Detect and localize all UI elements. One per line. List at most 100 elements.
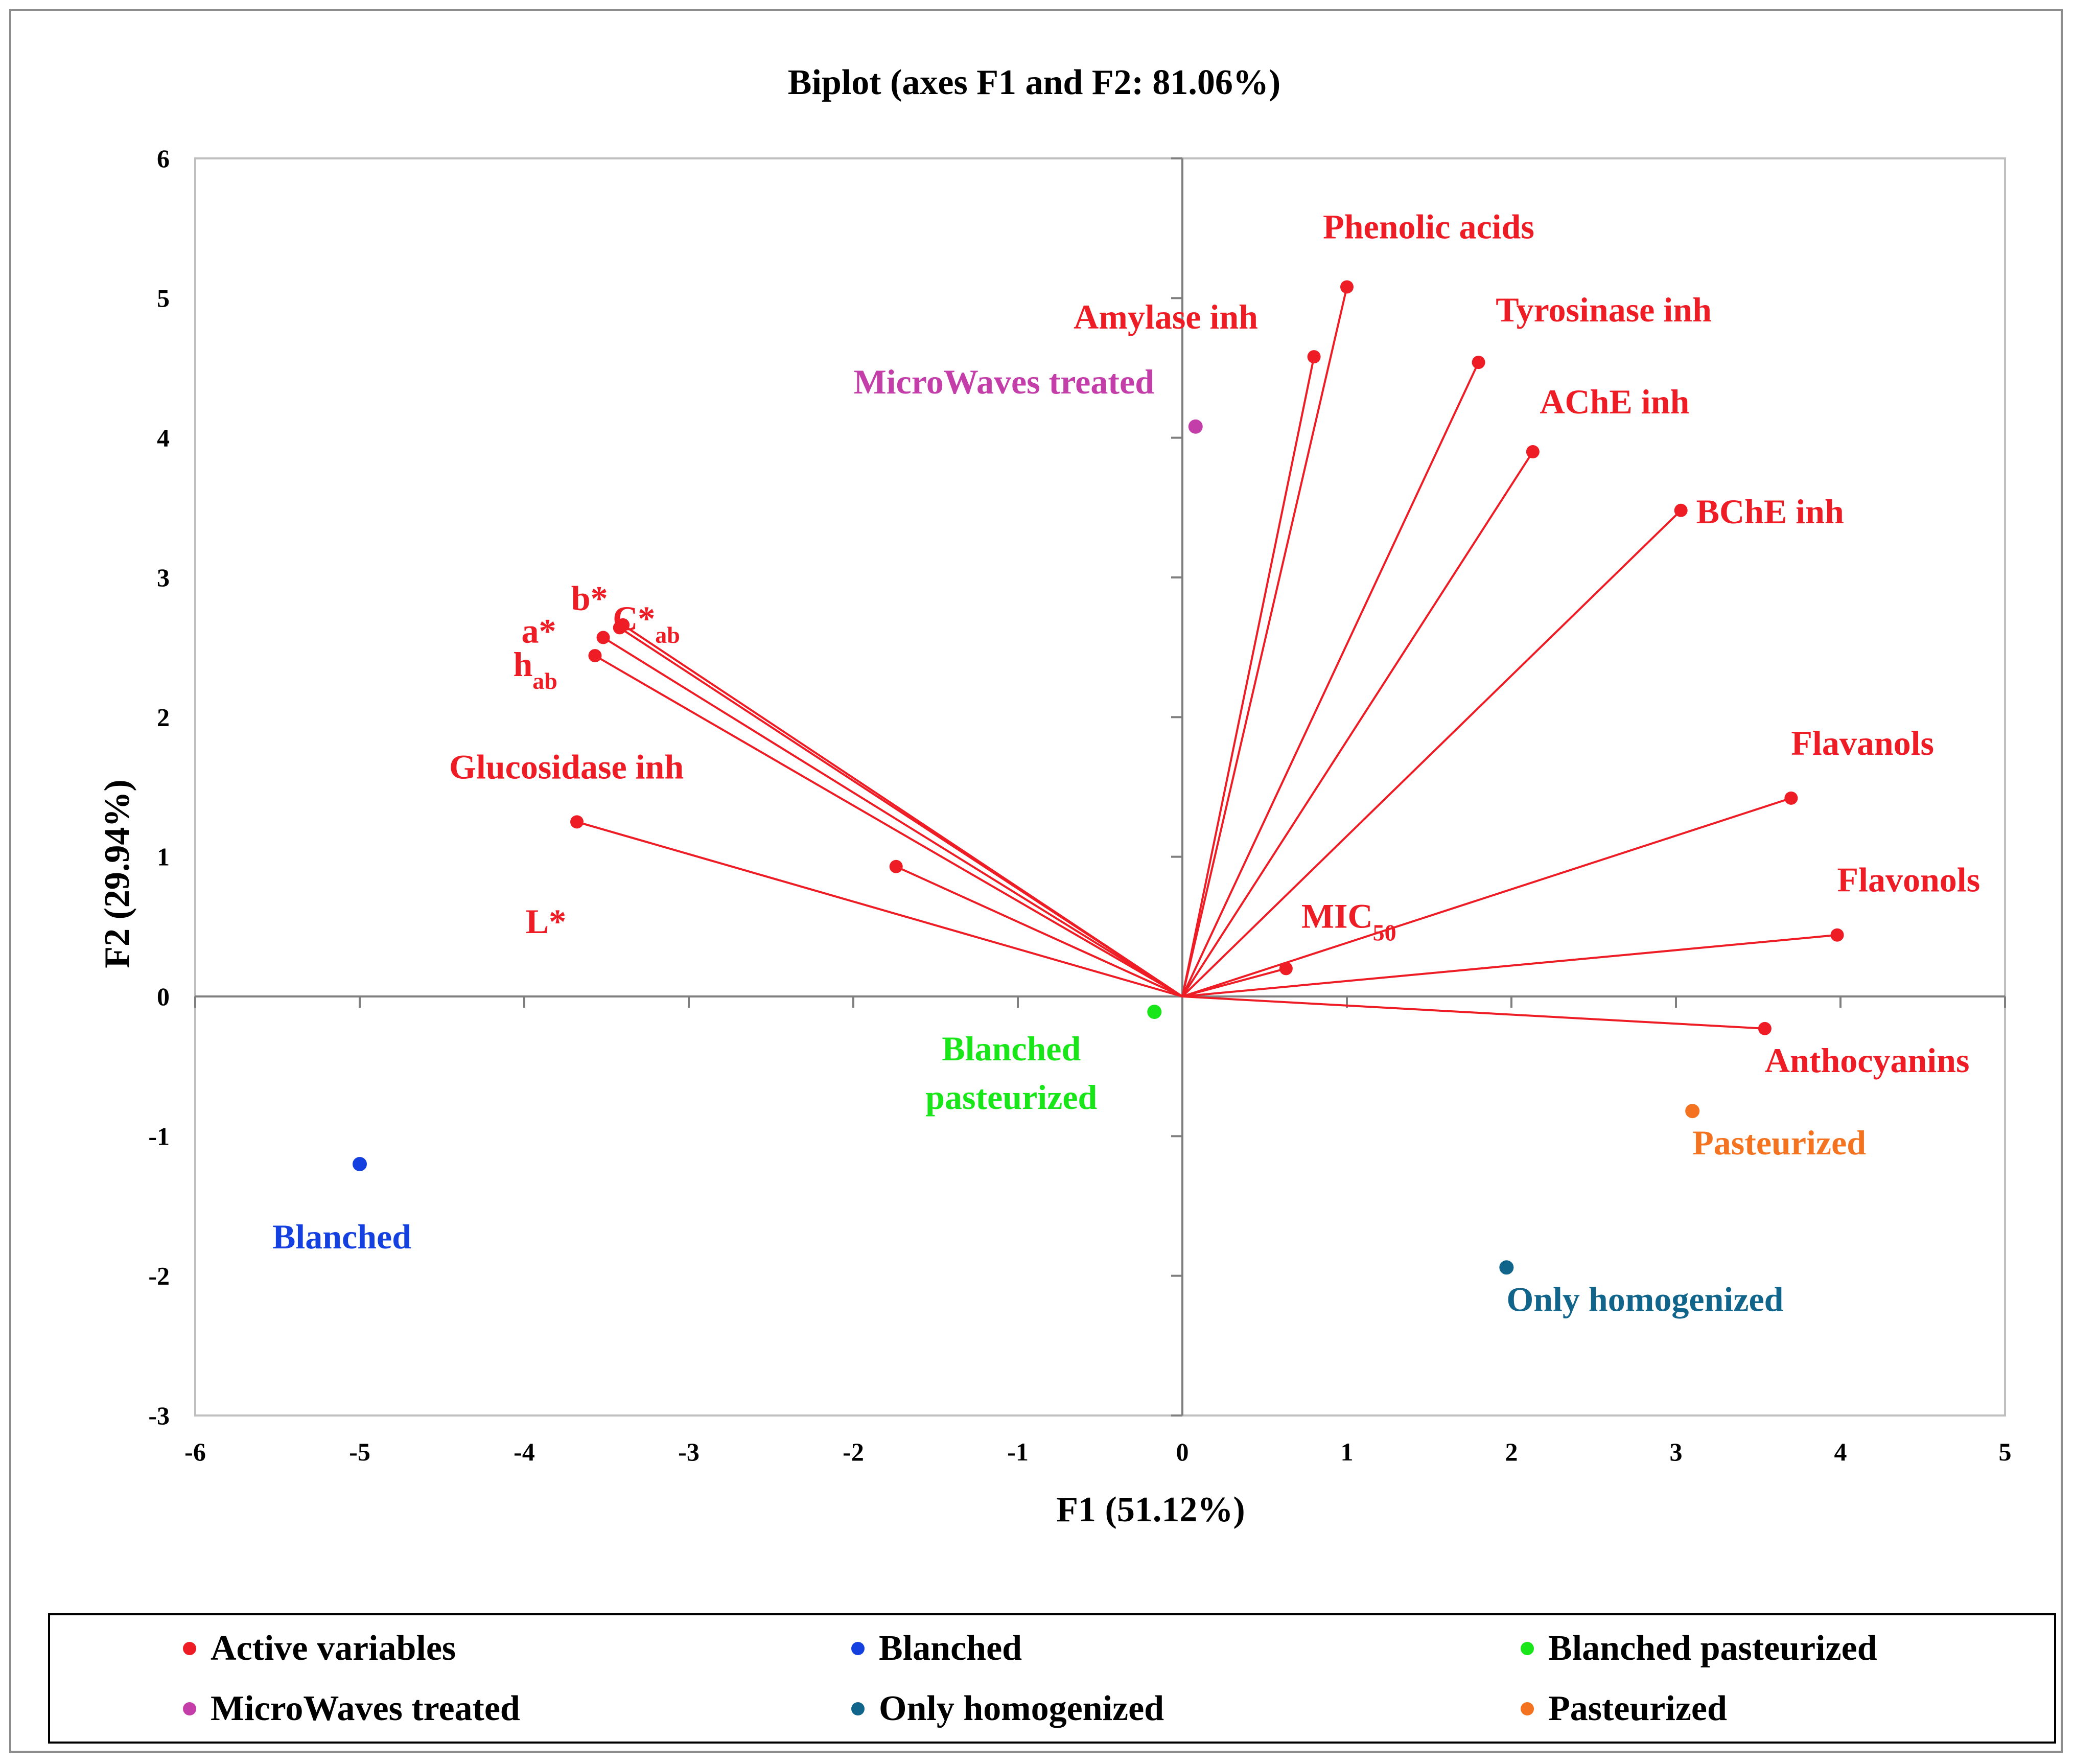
legend-marker xyxy=(851,1642,865,1655)
variable-vector xyxy=(1181,356,1315,997)
variable-label: Tyrosinase inh xyxy=(1496,290,1712,329)
observation-point-only-homogenized xyxy=(1499,1260,1514,1275)
y-tick-label: 4 xyxy=(157,424,170,452)
variable-point xyxy=(1784,791,1798,805)
legend-item-active-variables: Active variables xyxy=(183,1623,456,1674)
legend-item-microwaves-treated: MicroWaves treated xyxy=(183,1683,520,1734)
plot-area xyxy=(194,157,2006,1417)
y-tick-label: 6 xyxy=(157,144,170,173)
legend-item-blanched: Blanched xyxy=(851,1623,1022,1674)
variable-vector xyxy=(602,636,1183,997)
variable-phenolic-acids xyxy=(1181,280,1354,997)
variable-point xyxy=(596,631,610,644)
y-tick-label: -1 xyxy=(148,1122,170,1150)
x-tick-label: -2 xyxy=(843,1437,864,1466)
variable-point xyxy=(1674,503,1688,517)
variable-point xyxy=(613,621,626,635)
variable-label: Phenolic acids xyxy=(1323,207,1534,246)
variable-amylase-inh xyxy=(1181,350,1321,997)
variable-vector xyxy=(1181,451,1534,997)
variable-label: Glucosidase inh xyxy=(449,747,684,786)
variable-point xyxy=(1307,350,1321,364)
legend-marker xyxy=(183,1642,196,1655)
variable-anthocyanins xyxy=(1182,995,1772,1035)
variable-mic50 xyxy=(1182,962,1293,997)
x-tick-label: -6 xyxy=(184,1437,206,1466)
variable-label: Flavanols xyxy=(1791,724,1934,762)
variable-vector xyxy=(1182,797,1792,997)
variable-point xyxy=(889,860,903,873)
variable-point xyxy=(588,649,602,663)
variable-vector xyxy=(1181,362,1480,997)
legend-label: Active variables xyxy=(211,1629,456,1668)
biplot-chart: Biplot (axes F1 and F2: 81.06%) -6 -5 -4 -3… xyxy=(98,63,2012,1529)
variable-b xyxy=(613,621,1183,997)
legend-item-blanched-pasteurized: Blanched pasteurized xyxy=(1521,1623,1877,1674)
x-tick-label: 5 xyxy=(1999,1437,2012,1466)
x-tick-label: -5 xyxy=(349,1437,370,1466)
legend-marker xyxy=(183,1702,196,1715)
y-axis-label: F2 (29.94%) xyxy=(98,779,137,968)
variable-vector xyxy=(594,655,1183,997)
observation-point-microwaves-treated xyxy=(1188,419,1203,434)
variable-label: AChE inh xyxy=(1540,382,1689,421)
x-tick-label: -4 xyxy=(514,1437,535,1466)
y-tick-label: 3 xyxy=(157,563,170,592)
observation-label-only-homogenized: Only homogenized xyxy=(1506,1280,1783,1318)
x-tick-label: 3 xyxy=(1670,1437,1683,1466)
x-tick-label: 1 xyxy=(1341,1437,1354,1466)
x-axis-label: F1 (51.12%) xyxy=(1056,1490,1245,1529)
variable-vector xyxy=(1182,934,1837,997)
variable-vector xyxy=(576,821,1183,997)
variable-point xyxy=(1526,445,1540,458)
observation-point-blanched xyxy=(353,1157,367,1171)
variable-label: b* xyxy=(571,578,608,617)
legend-label: Blanched pasteurized xyxy=(1548,1629,1877,1668)
variable-vector xyxy=(619,626,1183,997)
x-tick-label: 4 xyxy=(1834,1437,1847,1466)
variable-label: Anthocyanins xyxy=(1765,1041,1970,1080)
observation-label-blanched-pasteurized: Blanched pasteurized xyxy=(925,1029,1097,1117)
legend-label: Pasteurized xyxy=(1548,1689,1727,1728)
variable-hab xyxy=(588,649,1183,997)
variable-ache-inh xyxy=(1181,445,1540,997)
legend-marker xyxy=(851,1702,865,1715)
variable-point xyxy=(1758,1022,1772,1035)
variable-point xyxy=(1830,928,1844,942)
variable-label: Flavonols xyxy=(1837,861,1980,899)
variable-vector xyxy=(1182,995,1765,1030)
variable-tyrosinase-inh xyxy=(1181,356,1485,997)
variable-vector xyxy=(1182,967,1287,997)
legend: Active variables Blanched Blanched paste… xyxy=(48,1613,2056,1744)
legend-marker xyxy=(1521,1642,1534,1655)
legend-item-only-homogenized: Only homogenized xyxy=(851,1683,1164,1734)
observation-point-blanched-pasteurized xyxy=(1147,1005,1162,1019)
x-tick-label: 0 xyxy=(1176,1437,1189,1466)
variable-a xyxy=(596,631,1183,997)
observation-label-microwaves-treated: MicroWaves treated xyxy=(853,362,1154,401)
y-tick-label: 2 xyxy=(157,703,170,731)
observation-label-blanched: Blanched xyxy=(272,1217,411,1256)
observation-point-pasteurized xyxy=(1685,1104,1700,1119)
y-tick-label: -3 xyxy=(148,1401,170,1430)
variable-label: hab xyxy=(513,645,557,694)
chart-frame: Biplot (axes F1 and F2: 81.06%) -6 -5 -4 -3… xyxy=(9,9,2063,1753)
y-tick-label: 0 xyxy=(157,982,170,1011)
observation-label-pasteurized: Pasteurized xyxy=(1692,1123,1866,1162)
y-tick-label: 1 xyxy=(157,843,170,871)
variable-vector xyxy=(1181,509,1682,997)
variable-point xyxy=(1472,356,1485,369)
legend-marker xyxy=(1521,1702,1534,1715)
x-tick-label: -3 xyxy=(678,1437,700,1466)
variable-label: BChE inh xyxy=(1696,492,1844,531)
variable-point xyxy=(1340,280,1354,294)
legend-label: Blanched xyxy=(879,1629,1022,1668)
variable-point xyxy=(1279,962,1293,976)
chart-title: Biplot (axes F1 and F2: 81.06%) xyxy=(788,63,1280,102)
variable-label: Amylase inh xyxy=(1074,297,1258,336)
variable-glucosidase-inh xyxy=(570,815,1183,997)
legend-label: MicroWaves treated xyxy=(211,1689,520,1728)
legend-label: Only homogenized xyxy=(879,1689,1164,1728)
variable-vector xyxy=(1181,287,1348,997)
variable-flavanols xyxy=(1182,791,1798,997)
